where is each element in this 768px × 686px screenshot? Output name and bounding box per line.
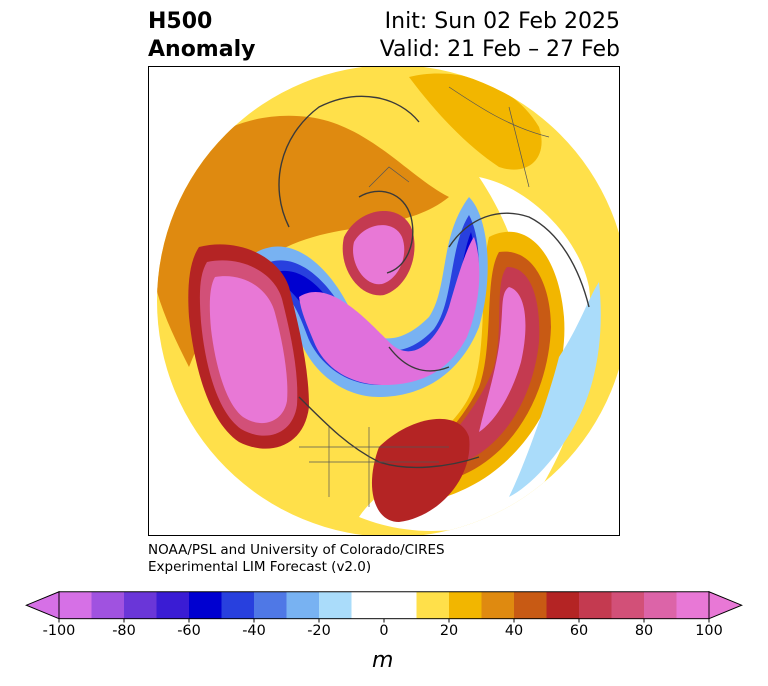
anomaly-map (157, 67, 619, 535)
anomaly-light-blue-atlantic (509, 282, 601, 497)
anomaly-low-west-core (209, 276, 288, 424)
colorbar-tick-label: 80 (635, 623, 653, 636)
colorbar-swatch (319, 591, 352, 619)
title-left: H500 Anomaly (148, 8, 255, 64)
colorbar-swatch (579, 591, 612, 619)
colorbar-swatch (91, 591, 125, 619)
colorbar-swatch (481, 591, 515, 619)
coastlines (278, 95, 590, 469)
colorbar-tick-label: 60 (570, 623, 588, 636)
colorbar-extend-left (25, 591, 60, 620)
title-right: Init: Sun 02 Feb 2025 Valid: 21 Feb – 27… (380, 8, 620, 64)
colorbar-tick-label: -20 (307, 623, 331, 636)
colorbar: -100 -80 -60 -40 -20 0 20 40 60 80 100 (25, 591, 743, 636)
credit-line-1: NOAA/PSL and University of Colorado/CIRE… (148, 542, 445, 558)
title-variable: H500 (148, 9, 213, 34)
colorbar-swatch (416, 591, 450, 619)
anomaly-high-greenland-core (353, 225, 405, 285)
colorbar-swatch (514, 591, 547, 619)
colorbar-swatch (124, 591, 157, 619)
credit: NOAA/PSL and University of Colorado/CIRE… (148, 542, 445, 576)
colorbar-tick-label: -40 (242, 623, 266, 636)
colorbar-swatch (221, 591, 255, 619)
valid-range: Valid: 21 Feb – 27 Feb (379, 37, 620, 62)
colorbar-swatch (59, 591, 92, 619)
colorbar-swatch (189, 591, 222, 619)
colorbar-swatch (449, 591, 482, 619)
colorbar-tick-label: 100 (695, 623, 723, 636)
title-field: Anomaly (148, 37, 256, 62)
colorbar-swatch (611, 591, 645, 619)
anomaly-orange-ne (409, 73, 542, 170)
colorbar-swatch (676, 591, 710, 619)
colorbar-swatch (156, 591, 190, 619)
colorbar-swatch (644, 591, 677, 619)
map-panel (148, 66, 620, 536)
colorbar-swatch (384, 591, 417, 619)
colorbar-tick-label: -100 (43, 623, 76, 636)
anomaly-trough-mid (259, 215, 479, 385)
country-borders (299, 86, 550, 507)
colorbar-extend-right (708, 591, 743, 620)
colorbar-unit: m (372, 648, 394, 673)
colorbar-swatch (286, 591, 320, 619)
anomaly-low-arctic (299, 237, 480, 385)
colorbar-swatch (351, 591, 385, 619)
colorbar-swatch (254, 591, 287, 619)
colorbar-tick-label: 40 (505, 623, 523, 636)
colorbar-tick-label: 20 (440, 623, 458, 636)
colorbar-tick-label: 0 (379, 623, 388, 636)
colorbar-tick-label: -80 (112, 623, 136, 636)
colorbar-tick-label: -60 (177, 623, 201, 636)
colorbar-swatch (546, 591, 580, 619)
credit-line-2: Experimental LIM Forecast (v2.0) (148, 559, 372, 575)
init-date: Init: Sun 02 Feb 2025 (384, 9, 620, 34)
anomaly-orange-nw (157, 115, 449, 367)
anomaly-ridge-us-east (371, 418, 470, 522)
anomaly-ridge-east-peak (479, 287, 526, 432)
